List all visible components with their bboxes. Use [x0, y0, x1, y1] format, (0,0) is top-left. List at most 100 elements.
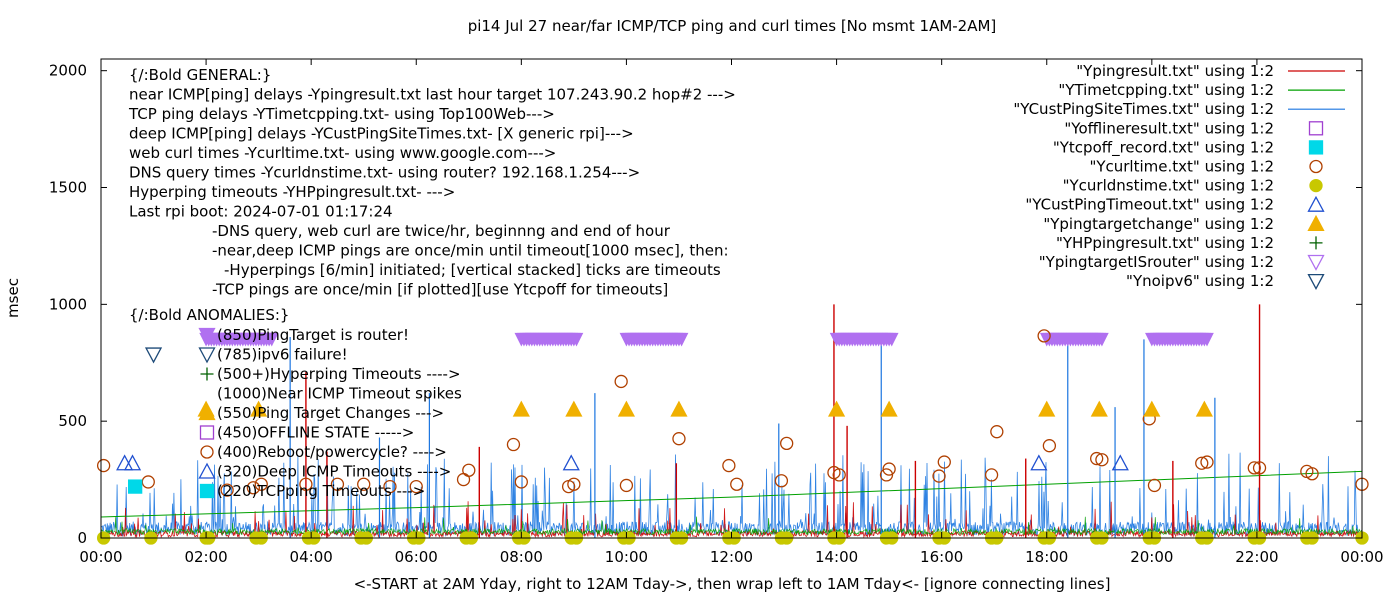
annotation-marker [198, 327, 216, 344]
annotation-line: -DNS query, web curl are twice/hr, begin… [212, 222, 671, 240]
legend-label: "YCustPingTimeout.txt" using 1:2 [1025, 196, 1274, 214]
ycurltime-txt-using-1-2-point [409, 479, 423, 494]
ycurltime-txt-using-1-2-point [984, 468, 999, 482]
x-tick-label: 04:00 [290, 548, 333, 566]
ycurltime-txt-using-1-2-point [672, 432, 686, 446]
ycurltime-txt-using-1-2-point [462, 463, 476, 477]
annotation-line: (400)Reboot/powercycle? ----> [217, 443, 447, 461]
ypingtargetisrouter-marker [264, 332, 279, 347]
y-tick-label: 1000 [49, 295, 87, 313]
ycurltime-txt-using-1-2-point [1305, 467, 1319, 481]
annotations: {/:Bold GENERAL:} near ICMP[ping] delays … [128, 66, 736, 500]
ypingtargetisrouter-marker [884, 332, 899, 347]
legend-label: "YHPpingresult.txt" using 1:2 [1056, 234, 1274, 252]
legend-label: "Ynoipv6" using 1:2 [1126, 272, 1274, 290]
annotation-line: (500+)Hyperping Timeouts ----> [217, 365, 461, 383]
y-axis-label: msec [4, 278, 22, 318]
y-tick-label: 1500 [49, 179, 87, 197]
legend-label: "YTimetcpping.txt" using 1:2 [1058, 81, 1274, 99]
ycustpingtimeout-txt-using-1-2-point [116, 454, 134, 471]
ycurltime-txt-using-1-2-point [1252, 461, 1267, 475]
ypingtargetchange-using-1-2-point [880, 400, 898, 417]
ypingtargetchange-using-1-2-point [1143, 400, 1161, 417]
x-tick-label: 08:00 [500, 548, 543, 566]
ycustpingtimeout-txt-using-1-2-point [123, 454, 142, 471]
ypingtargetisrouter-marker [1095, 332, 1109, 347]
legend-label: "Ypingtargetchange" using 1:2 [1043, 215, 1274, 233]
y-tick-label: 500 [58, 412, 87, 430]
legend-label: "Ycurltime.txt" using 1:2 [1089, 158, 1274, 176]
legend: "Ypingresult.txt" using 1:2"YTimetcpping… [1013, 62, 1345, 290]
legend-swatch [1309, 236, 1323, 250]
ypingtargetchange-using-1-2-point [827, 400, 846, 417]
ycurltime-txt-using-1-2-point [299, 477, 313, 491]
x-tick-label: 06:00 [395, 548, 438, 566]
y-tick-label: 2000 [49, 62, 87, 80]
legend-label: "Ycurldnstime.txt" using 1:2 [1063, 177, 1274, 195]
ycurltime-txt-using-1-2-point [1037, 329, 1051, 343]
legend-swatch [1307, 195, 1325, 212]
ycurltime-txt-using-1-2-point [879, 468, 894, 482]
x-tick-label: 18:00 [1025, 548, 1068, 566]
legend-swatch [1308, 140, 1324, 155]
ycurltime-txt-using-1-2-point [220, 483, 234, 497]
ycurltime-txt-using-1-2-point [1195, 456, 1209, 470]
annotation-line: Last rpi boot: 2024-07-01 01:17:24 [129, 203, 393, 221]
ycurltime-txt-using-1-2-point [514, 475, 528, 489]
annotation-line: web curl times -Ycurltime.txt- using www… [129, 144, 556, 162]
ycurltime-txt-using-1-2-point [619, 478, 634, 493]
annotation-line: deep ICMP[ping] delays -YCustPingSiteTim… [129, 125, 634, 143]
ycurltime-txt-using-1-2-point [246, 481, 261, 495]
ycurltime-txt-using-1-2-point [1247, 461, 1261, 475]
ycurltime-txt-using-1-2-point [567, 477, 581, 491]
x-tick-label: 14:00 [815, 548, 858, 566]
ycurltime-txt-using-1-2-point [882, 462, 896, 476]
ypingtargetchange-using-1-2-point [1090, 400, 1108, 417]
ycurltime-txt-using-1-2-point [383, 479, 397, 494]
legend-swatch [1307, 214, 1325, 231]
ypingtargetchange-using-1-2-point [250, 400, 268, 417]
x-tick-label: 00:00 [1340, 548, 1383, 566]
annotation-line: (220)TCPping Timeouts ---> [217, 482, 425, 500]
x-tick-label: 20:00 [1130, 548, 1173, 566]
legend-label: "Yofflineresult.txt" using 1:2 [1064, 119, 1274, 137]
legend-swatch [1309, 178, 1323, 193]
ycurltime-txt-using-1-2-point [937, 455, 951, 469]
ycustpingtimeout-txt-using-1-2-point [1030, 454, 1048, 471]
annotation-line: TCP ping delays -YTimetcpping.txt- using… [128, 105, 555, 123]
legend-swatch [1309, 159, 1323, 174]
annotation-line: DNS query times -Ycurldnstime.txt- using… [129, 164, 640, 182]
ypingtargetchange-using-1-2-point [617, 400, 636, 417]
ycurltime-txt-using-1-2-point [254, 477, 268, 491]
legend-swatch [1307, 254, 1325, 271]
ypingtargetchange-using-1-2-point [1038, 400, 1056, 417]
ycurltime-txt-using-1-2-point [1147, 478, 1162, 493]
ycurltime-txt-using-1-2-point [96, 458, 111, 473]
ycurltime-txt-using-1-2-point [330, 477, 345, 491]
annotation-marker [198, 404, 216, 421]
annotation-marker [199, 483, 215, 499]
plot-axes: 00:00 02:00 04:00 06:00 08:00 10:00 12:00 14:00… [49, 58, 1384, 566]
ypingtargetchange-using-1-2-point [670, 400, 688, 417]
x-tick-label: 12:00 [710, 548, 753, 566]
annotation-line: Hyperping timeouts -YHPpingresult.txt- -… [129, 183, 455, 201]
annotation-line: -TCP pings are once/min [if plotted][use… [212, 281, 668, 299]
ycurltime-txt-using-1-2-point [1090, 451, 1104, 466]
ypingtargetisrouter-marker [569, 332, 584, 347]
annotation-line: {/:Bold GENERAL:} [129, 66, 271, 84]
ypingtargetchange-using-1-2-point [512, 400, 530, 417]
annotation-marker [198, 462, 216, 479]
legend-label: "Ypingresult.txt" using 1:2 [1076, 62, 1274, 80]
x-tick-label: 10:00 [605, 548, 648, 566]
legend-label: "Ytcpoff_record.txt" using 1:2 [1053, 138, 1274, 157]
ycurltime-txt-using-1-2-point [780, 436, 794, 451]
ycurltime-txt-using-1-2-point [506, 437, 521, 452]
annotation-line: (450)OFFLINE STATE -----> [217, 424, 414, 442]
series-ycustpingsitetimes-trace [100, 452, 1363, 538]
chart-title: pi14 Jul 27 near/far ICMP/TCP ping and c… [468, 17, 997, 35]
ynoipv6-using-1-2-point [144, 347, 163, 364]
ycurltime-txt-using-1-2-point [1042, 439, 1057, 453]
y-tick-label: 0 [77, 529, 87, 547]
annotation-marker [198, 347, 216, 364]
